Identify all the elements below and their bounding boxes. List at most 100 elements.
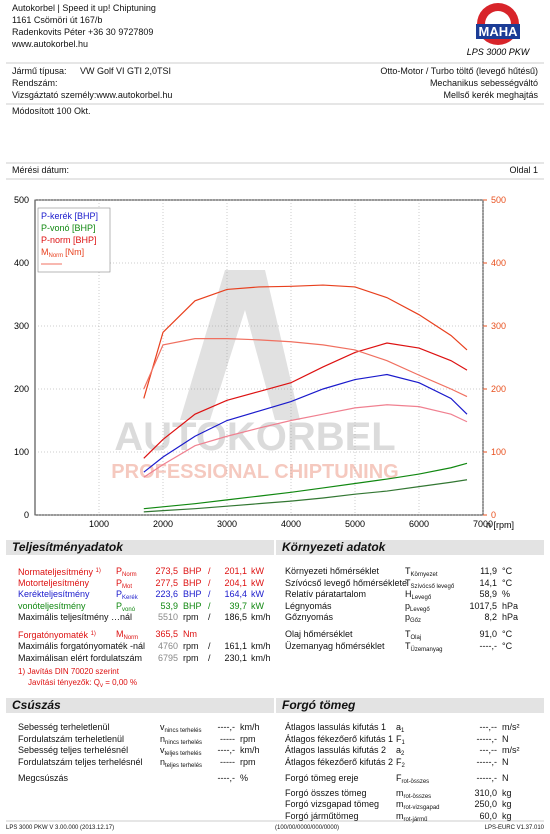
vehicle-label: Vizsgáztató személy:www.autokorbel.hu <box>12 90 173 100</box>
legend-entry: MNorm [Nm] <box>41 247 84 259</box>
symbol: T <box>405 578 411 588</box>
symbol-sub: nincs terhelés <box>164 728 202 734</box>
symbol: a <box>396 745 402 755</box>
row-unit2: km/h <box>251 641 271 651</box>
row-unit: kg <box>502 788 512 798</box>
row-unit: rpm <box>240 757 256 767</box>
footnote: 1) Javítás DIN 70020 szerint <box>18 667 119 676</box>
series-line <box>143 462 468 510</box>
series-line <box>143 284 468 399</box>
row-sep: / <box>208 601 211 611</box>
y-tick-label: 300 <box>14 321 29 331</box>
label: Olaj hőmérséklet <box>285 629 353 639</box>
row-val: 1017,5 <box>469 601 497 611</box>
row-val: ----- <box>220 757 235 767</box>
symbol-sub: rot-vizsgapad <box>403 805 440 811</box>
row-symbol: PKerék <box>116 589 138 604</box>
row-unit2: kW <box>251 566 264 576</box>
footer-mid: (100/00/0000/000/0000) <box>275 825 340 831</box>
symbol: P <box>116 601 123 611</box>
row-label: Gőznyomás <box>285 612 333 623</box>
row-val2: 230,1 <box>224 653 247 663</box>
symbol: F <box>396 773 402 783</box>
row-label: Fordulatszám teljes terhelésnél <box>18 757 143 768</box>
plot-frame <box>34 199 484 516</box>
label: Forgó tömeg ereje <box>285 773 359 783</box>
symbol-sub: teljes terhelés <box>165 763 203 769</box>
vehicle-note: Módosított 100 Okt. <box>12 106 91 116</box>
row-label: Motorteljesítmény <box>18 578 89 589</box>
row-unit2: km/h <box>251 653 271 663</box>
logo-band <box>476 24 520 39</box>
row-unit: km/h <box>240 745 260 755</box>
symbol-sub: vonó <box>122 607 136 613</box>
logo-text: MAHA <box>479 24 519 39</box>
x-tick-label: 7000 <box>473 519 493 529</box>
row-val2: 204,1 <box>224 578 247 588</box>
legend-entry: P-norm [BHP] <box>41 235 97 245</box>
row-symbol: nteljes terhelés <box>160 757 202 772</box>
company-line: Autokorbel | Speed it up! Chiptuning <box>12 3 156 13</box>
row-label: Átlagos fékezőerő kifutás 2 <box>285 757 393 768</box>
row-sep: / <box>208 612 211 622</box>
symbol-sub: 2 <box>401 763 405 769</box>
row-label: vonóteljesítmény <box>18 601 86 612</box>
symbol: n <box>160 757 166 767</box>
label: Légnyomás <box>285 601 332 611</box>
row-unit: °C <box>502 641 513 651</box>
row-unit2: kW <box>251 578 264 588</box>
row-unit: hPa <box>502 601 519 611</box>
row-symbol: MNorm <box>116 629 138 644</box>
row-label: Átlagos lassulás kifutás 2 <box>285 745 386 756</box>
row-unit: m/s² <box>502 745 520 755</box>
row-symbol: pLevegő <box>405 601 430 616</box>
label: Fordulatszám terheletlenül <box>18 734 125 744</box>
footer-right: LPS-EURC V1.37.010 <box>484 825 544 831</box>
label: Motorteljesítmény <box>18 578 90 588</box>
y-tick-label: 200 <box>14 384 29 394</box>
row-symbol: Frot-összes <box>396 773 429 788</box>
label: Kerékteljesítmény <box>18 589 90 599</box>
row-unit: Nm <box>183 629 197 639</box>
x-tick-label: 4000 <box>281 519 301 529</box>
symbol-sub: Üzemanyag <box>410 647 443 653</box>
series-line <box>143 338 468 398</box>
row-unit: rpm <box>240 734 256 744</box>
legend-text: M <box>41 247 49 257</box>
symbol-sub: Levegő <box>411 595 432 601</box>
row-label: Maximálisan elért fordulatszám <box>18 653 142 664</box>
row-unit: kg <box>502 799 512 809</box>
row-val: 365,5 <box>155 629 178 639</box>
row-label: Maximális teljesítmény …nál <box>18 612 132 623</box>
row-sep: / <box>208 578 211 588</box>
label: Sebesség terheletlenül <box>18 722 110 732</box>
row-val: 14,1 <box>479 578 497 588</box>
label: Sebesség teljes terhelésnél <box>18 745 129 755</box>
row-label: Forgó tömeg ereje <box>285 773 359 784</box>
label: Maximálisan elért fordulatszám <box>18 653 143 663</box>
label: Üzemanyag hőmérséklet <box>285 641 385 651</box>
row-val: 8,2 <box>484 612 497 622</box>
row-label: Maximális forgatónyomaték -nál <box>18 641 145 652</box>
row-symbol: vteljes terhelés <box>160 745 202 760</box>
series-line <box>143 342 468 459</box>
symbol: a <box>396 722 402 732</box>
y2-tick-label: 400 <box>491 258 506 268</box>
row-symbol: mrot-jármű <box>396 811 428 826</box>
symbol: T <box>405 641 411 651</box>
symbol-sub: Norm <box>122 572 137 578</box>
row-val: ---,-- <box>479 745 498 755</box>
row-val2: 161,1 <box>224 641 247 651</box>
x-tick-label: 1000 <box>89 519 109 529</box>
vehicle-spec: Otto-Motor / Turbo töltő (levegő hűtésű) <box>380 66 538 76</box>
symbol: T <box>405 566 411 576</box>
label: Gőznyomás <box>285 612 334 622</box>
section-header: Forgó tömeg <box>276 698 544 713</box>
y2-tick-label: 0 <box>491 510 496 520</box>
row-unit: rpm <box>183 641 199 651</box>
legend-entry: P-kerék [BHP] <box>41 211 98 221</box>
row-unit2: km/h <box>251 612 271 622</box>
y-tick-label: 400 <box>14 258 29 268</box>
row-label: Fordulatszám terheletlenül <box>18 734 124 745</box>
symbol: n <box>160 734 166 744</box>
